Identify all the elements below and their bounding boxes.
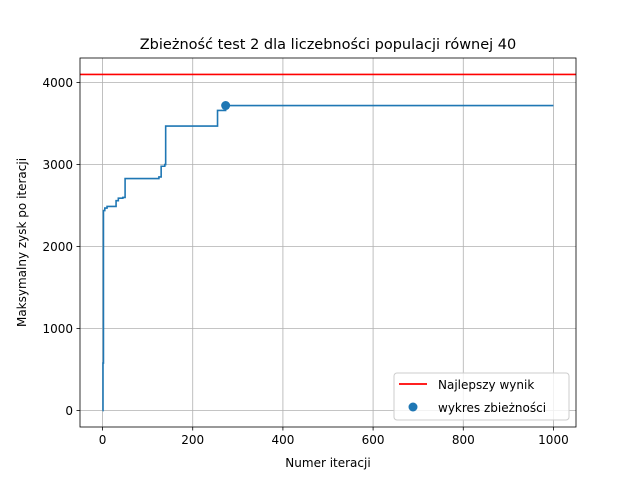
axes-frame <box>79 57 577 428</box>
y-tick-label: 2000 <box>42 240 73 254</box>
x-tick-label: 600 <box>362 433 385 447</box>
convergence-point <box>221 101 231 111</box>
chart-title: Zbieżność test 2 dla liczebności populac… <box>140 37 517 53</box>
y-tick-label: 1000 <box>42 322 73 336</box>
legend-box <box>393 372 570 421</box>
x-tick-label: 400 <box>271 433 294 447</box>
legend-convergence-label: wykres zbieżności <box>438 401 546 415</box>
x-axis-ticks: 0 200 400 600 800 1000 <box>99 427 569 447</box>
y-tick-label: 0 <box>65 404 73 418</box>
x-tick-label: 800 <box>452 433 475 447</box>
plot-area <box>80 73 576 412</box>
y-axis-label: Maksymalny zysk po iteracji <box>15 158 29 327</box>
legend-convergence-swatch <box>408 402 418 412</box>
y-axis-ticks: 0 1000 2000 3000 4000 <box>42 76 80 418</box>
grid <box>80 58 576 427</box>
y-tick-label: 3000 <box>42 158 73 172</box>
x-axis-label: Numer iteracji <box>285 456 370 470</box>
convergence-line <box>102 104 554 412</box>
x-tick-label: 200 <box>181 433 204 447</box>
x-tick-label: 1000 <box>538 433 569 447</box>
legend: Najlepszy wynik wykres zbieżności <box>393 372 570 421</box>
x-tick-label: 0 <box>99 433 107 447</box>
legend-best-label: Najlepszy wynik <box>438 378 534 392</box>
y-tick-label: 4000 <box>42 76 73 90</box>
